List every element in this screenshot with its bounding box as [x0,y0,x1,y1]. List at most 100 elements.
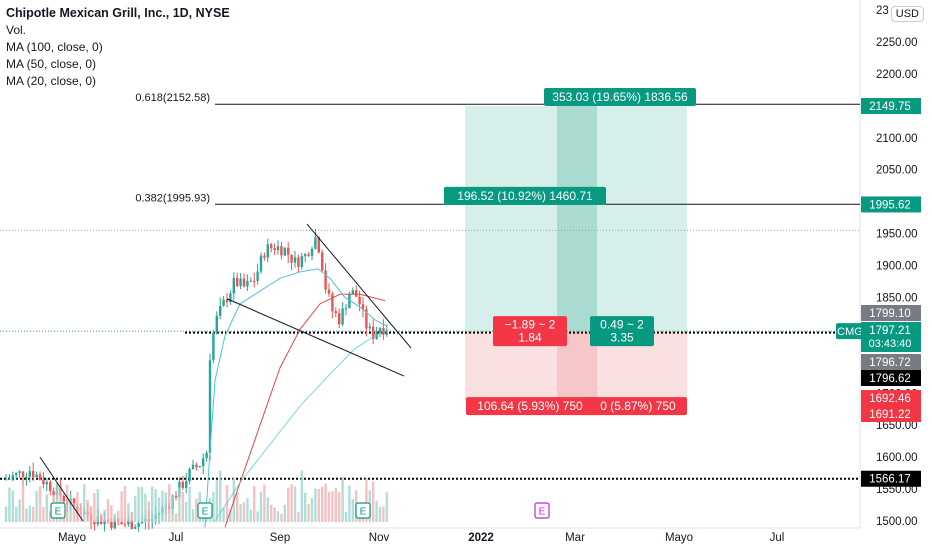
ratio-left: −1.89 ~ 21.84 [493,316,567,347]
candle-body [72,498,76,507]
ratio-right: 0.49 ~ 23.35 [590,316,654,347]
x-tick-label: Jul [169,532,184,544]
volume-bar [151,486,154,522]
volume-bar [365,478,368,522]
volume-bar [35,490,38,522]
ratio-right-bg [590,316,654,347]
candle-body [110,521,113,529]
price-label-bg [861,322,921,352]
volume-bar [246,498,249,522]
candle-body [123,524,127,526]
price-label: 1796.72 [869,357,911,369]
volume-bar [171,493,174,522]
price-label-bg [861,354,921,370]
volume-bar [178,487,181,522]
earnings-marker-label: E [360,507,367,518]
volume-bar [89,506,93,522]
volume-bar [219,470,222,522]
volume-bar [106,499,110,522]
y-tick-label: 1500.00 [876,516,918,528]
candle-body [28,471,31,477]
candle-body [321,252,324,271]
candle-body [93,521,96,525]
candle-body [225,299,229,302]
candle-body [205,452,208,459]
volume-bar [168,484,171,522]
volume-bar [215,480,218,522]
candle-body [385,332,388,335]
candle-body [11,475,14,479]
ratio-right-text: 3.35 [610,331,634,345]
price-label-bg [861,305,921,321]
candle-body [232,277,235,294]
volume-bar [385,492,388,522]
candle-body [259,255,263,272]
symbol-tag-bg [836,323,864,340]
y-tick-label: 1600.00 [876,452,918,464]
legend-ma-20[interactable]: MA (20, close, 0) [6,74,97,88]
volume-bar [236,492,239,522]
chart-legend: Chipotle Mexican Grill, Inc., 1D, NYSE V… [6,5,230,90]
candle-body [263,255,266,258]
price-label: 1566.17 [869,474,911,486]
volume-bar [69,494,72,522]
candle-body [32,471,35,478]
volume-bar [341,477,344,522]
candle-body [270,244,273,249]
earnings-marker-label: E [539,507,546,518]
candle-body [378,327,382,333]
candle-body [256,271,259,281]
candle-body [35,474,38,478]
volume-bar [188,486,191,522]
volume-bar [49,511,52,522]
x-tick-label: Sep [270,532,290,544]
candle-body [375,332,378,339]
candle-body [212,332,215,361]
candles [4,228,388,532]
volume-bar [93,493,96,522]
price-label-countdown: 03:43:40 [869,338,912,350]
volume-bar [157,497,161,522]
ratio-left-text: 1.84 [518,331,542,345]
y-tick-label: 2050.00 [876,165,918,177]
candle-body [140,521,144,524]
candle-body [195,464,198,468]
volume-bar [144,493,147,522]
volume-bar [304,492,307,522]
volume-bar [290,484,293,522]
volume-bar [327,491,331,522]
price-label-bg [861,370,921,386]
volume-bar [96,489,99,522]
candle-body [18,471,21,473]
candle-body [120,521,123,525]
ratio-left-text: −1.89 ~ 2 [505,318,556,332]
volume-bar [259,491,263,522]
currency-button[interactable]: USD [890,6,924,22]
x-tick-label: Mayo [58,532,86,544]
volume-bar [273,507,276,522]
y-tick-label: 2200.00 [876,69,918,81]
volume-bar [15,506,18,522]
candle-body [181,481,184,488]
earnings-marker-label: E [55,507,62,518]
legend-volume[interactable]: Vol. [6,23,27,37]
legend-ma-100[interactable]: MA (100, close, 0) [6,40,103,54]
price-label-bg [861,196,921,213]
volume-bar [11,490,14,522]
volume-bar [297,512,300,522]
legend-ma-50[interactable]: MA (50, close, 0) [6,57,97,71]
candle-body [130,520,133,529]
candle-body [361,304,365,310]
price-label: 1799.10 [869,308,911,320]
price-label: 1797.21 [869,325,911,337]
candle-body [365,309,368,329]
candle-body [185,481,188,488]
volume-bar [283,504,286,522]
x-tick-label: Nov [369,532,390,544]
volume-bar [72,503,76,522]
mid-target-label-bg [444,186,606,205]
candle-body [198,466,201,468]
y-tick-label: 1850.00 [876,292,918,304]
y-tick-label: 1950.00 [876,229,918,241]
